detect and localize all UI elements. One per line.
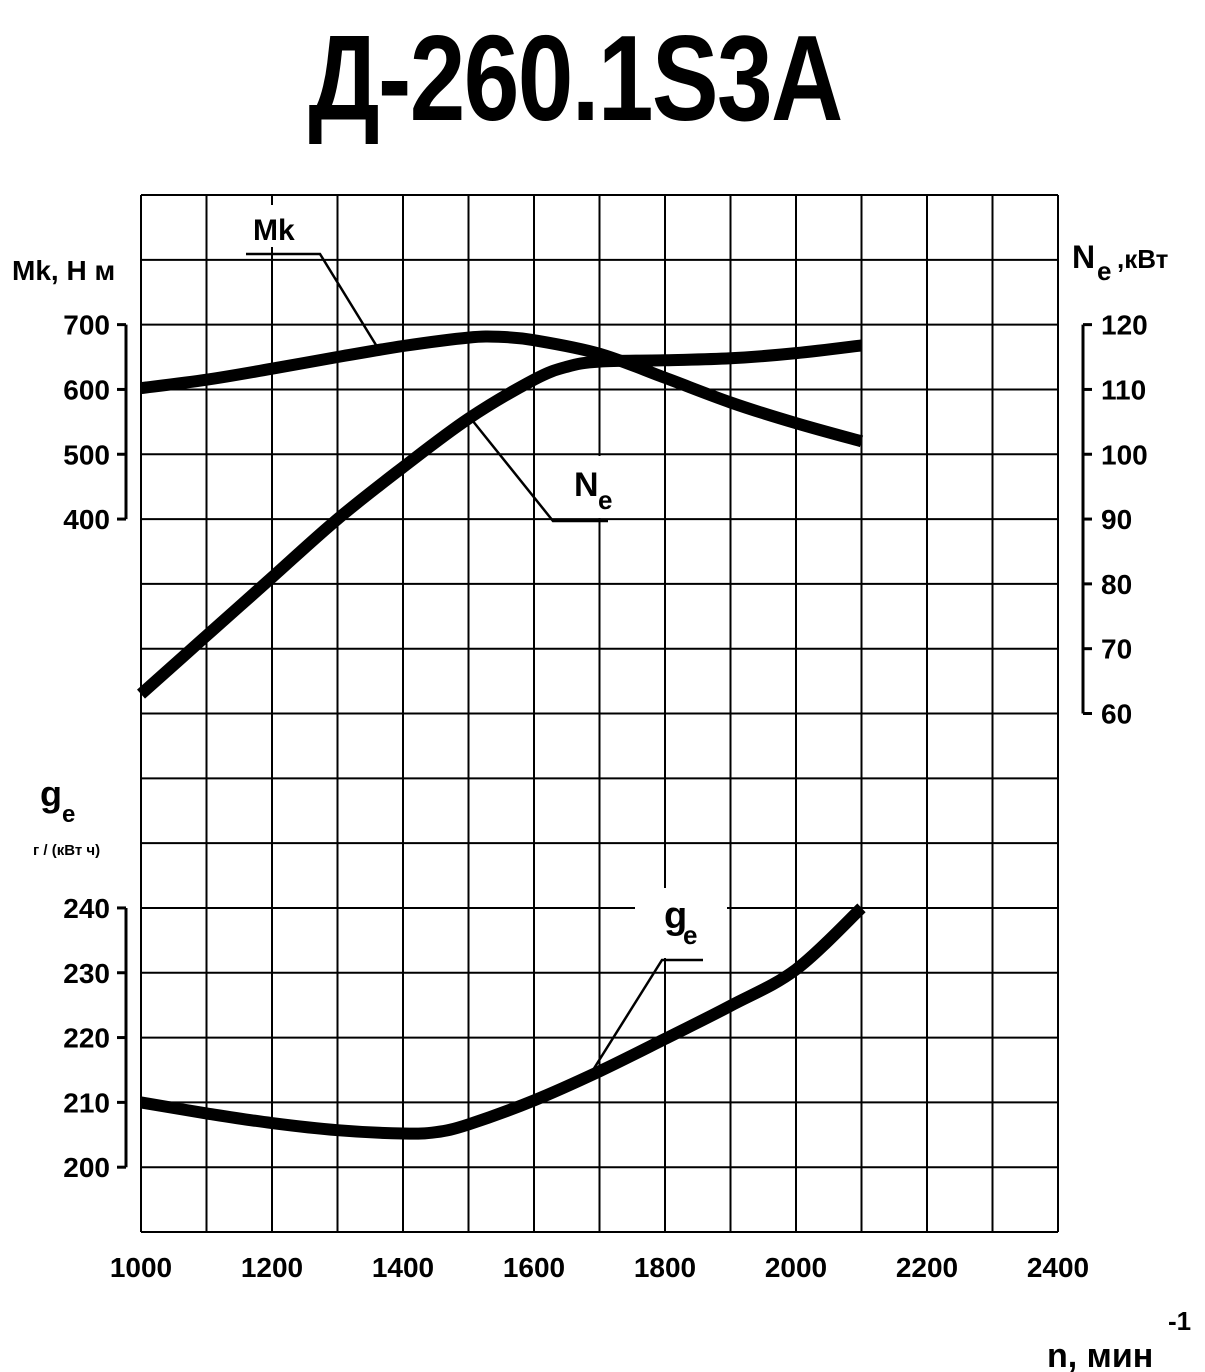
mk-tick-label: 700: [63, 310, 110, 341]
ge-callout-label-main: g: [664, 895, 687, 937]
ne-tick-label: 100: [1101, 439, 1148, 470]
x-tick-label: 1200: [241, 1252, 303, 1283]
x-axis-label: n, мин -1: [1047, 1306, 1191, 1372]
ne-callout-bg: [555, 456, 655, 518]
mk-tick-label: 400: [63, 504, 110, 535]
x-tick-label: 1600: [503, 1252, 565, 1283]
ne-tick-label: 120: [1101, 310, 1148, 341]
ne-axis-label-sub: e: [1097, 256, 1111, 286]
x-tick-label: 1400: [372, 1252, 434, 1283]
mk-callout: Mk: [230, 205, 378, 346]
x-tick-label: 2200: [896, 1252, 958, 1283]
curves: [136, 330, 866, 1140]
x-tick-label: 1800: [634, 1252, 696, 1283]
ne-tick-label: 60: [1101, 699, 1132, 730]
mk-callout-label: Mk: [253, 214, 295, 247]
ge-axis-label: g e г / (кВт ч): [33, 773, 100, 859]
ne-axis-label: N e ,кВт: [1072, 239, 1169, 286]
x-axis-label-main: n, мин: [1047, 1337, 1153, 1372]
chart-title: Д-260.1S3A: [308, 10, 843, 146]
ge-tick-label: 220: [63, 1023, 110, 1054]
ge-tick-label: 230: [63, 958, 110, 989]
series-ne-line: [136, 339, 863, 699]
x-tick-label: 2000: [765, 1252, 827, 1283]
ne-leader-line: [471, 419, 608, 523]
ne-tick-label: 90: [1101, 504, 1132, 535]
ne-axis-label-unit: ,кВт: [1117, 244, 1169, 274]
x-tick-label: 2400: [1027, 1252, 1089, 1283]
ne-tick-label: 110: [1101, 374, 1146, 405]
ge-tick-label: 210: [63, 1087, 110, 1118]
ge-leader-line: [591, 958, 703, 1071]
ge-axis-label-sub: e: [62, 801, 75, 828]
mk-callout-bg: [230, 205, 330, 247]
ge-axis-label-main: g: [40, 773, 62, 814]
axes: 1000 1200 1400 1600 1800 2000 2200 2400 700 600 50…: [63, 310, 1147, 1283]
ne-tick-label: 80: [1101, 569, 1132, 600]
x-tick-label: 1000: [110, 1252, 172, 1283]
series-ge-line: [140, 903, 866, 1140]
mk-tick-label: 500: [63, 439, 110, 470]
mk-axis-label: Mk, H м: [12, 255, 115, 286]
ne-tick-label: 70: [1101, 634, 1132, 665]
ge-callout-bg: [635, 888, 727, 958]
mk-leader-line: [246, 252, 378, 346]
x-axis-label-exp: -1: [1168, 1306, 1191, 1336]
series-mk-line: [140, 330, 864, 448]
mk-tick-label: 600: [63, 374, 110, 405]
ne-callout-label-main: N: [574, 466, 599, 504]
ge-axis-unit: г / (кВт ч): [33, 842, 100, 859]
ge-callout: g e: [591, 888, 727, 1071]
ge-tick-label: 240: [63, 893, 110, 924]
ne-callout-label-sub: e: [598, 485, 612, 515]
ne-callout: N e: [471, 419, 655, 523]
ge-tick-label: 200: [63, 1152, 110, 1183]
ge-callout-label-sub: e: [683, 920, 697, 950]
ne-axis-label-main: N: [1072, 239, 1095, 275]
